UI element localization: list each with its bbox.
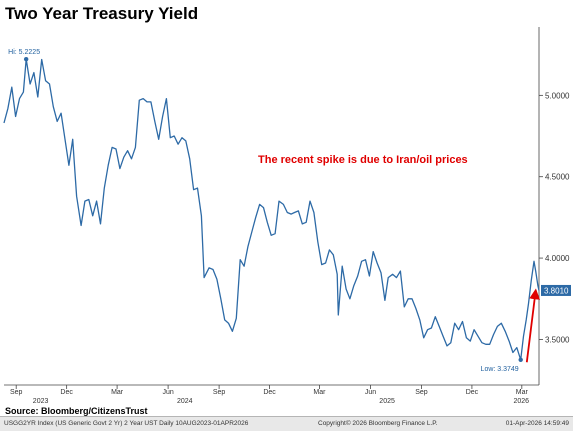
x-axis-year-labels: 2023 2024 2025 2026 (33, 398, 529, 405)
x-tick-label: Sep (10, 389, 23, 396)
x-tick-label: Mar (111, 389, 124, 396)
x-tick-label: Mar (516, 389, 529, 396)
y-tick-label: 5.0000 (545, 91, 570, 100)
y-tick-label: 4.5000 (545, 173, 570, 182)
x-year-label: 2025 (379, 398, 395, 405)
y-tick-label: 3.5000 (545, 335, 570, 344)
x-year-label: 2026 (513, 398, 529, 405)
x-tick-label: Dec (466, 389, 479, 396)
annotation-text: The recent spike is due to Iran/oil pric… (258, 154, 468, 166)
x-tick-label: Mar (313, 389, 326, 396)
footer-bar: USGG2YR Index (US Generic Govt 2 Yr) 2 Y… (0, 416, 573, 431)
y-tick-label: 4.0000 (545, 254, 570, 263)
x-year-label: 2023 (33, 398, 49, 405)
x-tick-label: Jun (365, 389, 376, 396)
y-axis-ticks: 3.5000 4.0000 4.5000 5.0000 (539, 91, 570, 344)
footer-timestamp: 01-Apr-2026 14:59:49 (506, 420, 569, 427)
high-point-label: Hi: 5.2225 (8, 49, 40, 56)
footer-index-description: USGG2YR Index (US Generic Govt 2 Yr) 2 Y… (4, 420, 248, 427)
high-point-marker (24, 57, 28, 61)
source-note: Source: Bloomberg/CitizensTrust (5, 406, 148, 416)
x-tick-label: Jun (162, 389, 173, 396)
x-tick-label: Sep (213, 389, 226, 396)
last-value-label: 3.8010 (544, 286, 569, 295)
footer-copyright: Copyright© 2026 Bloomberg Finance L.P. (318, 420, 438, 427)
x-tick-label: Sep (415, 389, 428, 396)
low-point-marker (519, 358, 523, 362)
x-axis-ticks: Sep Dec Mar Jun Sep Dec Mar Jun Sep Dec Mar (10, 385, 529, 396)
x-tick-label: Dec (60, 389, 73, 396)
x-tick-label: Dec (263, 389, 276, 396)
low-point-label: Low: 3.3749 (481, 366, 519, 373)
x-year-label: 2024 (177, 398, 193, 405)
